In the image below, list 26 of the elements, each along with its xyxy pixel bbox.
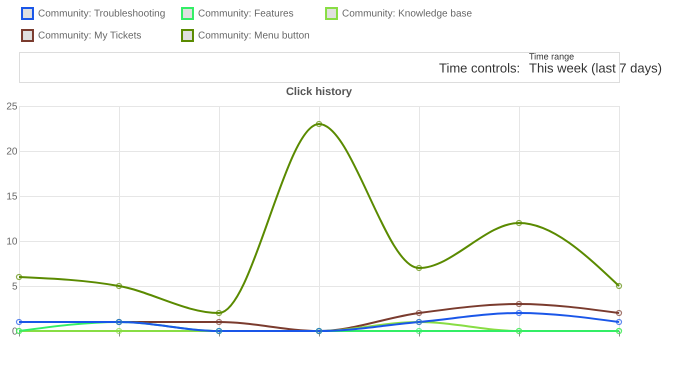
y-tick-label: 5 [12, 282, 18, 292]
point [516, 300, 522, 308]
y-tick-label: 15 [6, 192, 18, 202]
legend-label: Community: Menu button [198, 30, 310, 42]
point [416, 328, 422, 334]
y-tick-label: 25 [6, 102, 18, 112]
chart-title: Click history [286, 86, 353, 98]
legend-label: Community: Knowledge base [342, 8, 473, 20]
legend-label: Community: Troubleshooting [38, 8, 166, 20]
legend-label: Community: Features [198, 8, 294, 20]
text: This week (last 7 days) [529, 60, 662, 76]
point [216, 310, 222, 316]
point [116, 328, 122, 334]
point [116, 282, 122, 290]
legend-label: Community: My Tickets [38, 30, 142, 42]
point [516, 310, 522, 316]
point [516, 220, 522, 226]
y-tick-label: 10 [6, 236, 18, 248]
point [416, 310, 422, 316]
y-tick-label: 20 [6, 146, 18, 158]
point [216, 318, 222, 326]
text: Time range [529, 52, 574, 62]
text: Time controls: [439, 60, 520, 76]
y-tick-label: 0 [12, 326, 18, 338]
point [316, 120, 322, 128]
point [416, 264, 422, 272]
